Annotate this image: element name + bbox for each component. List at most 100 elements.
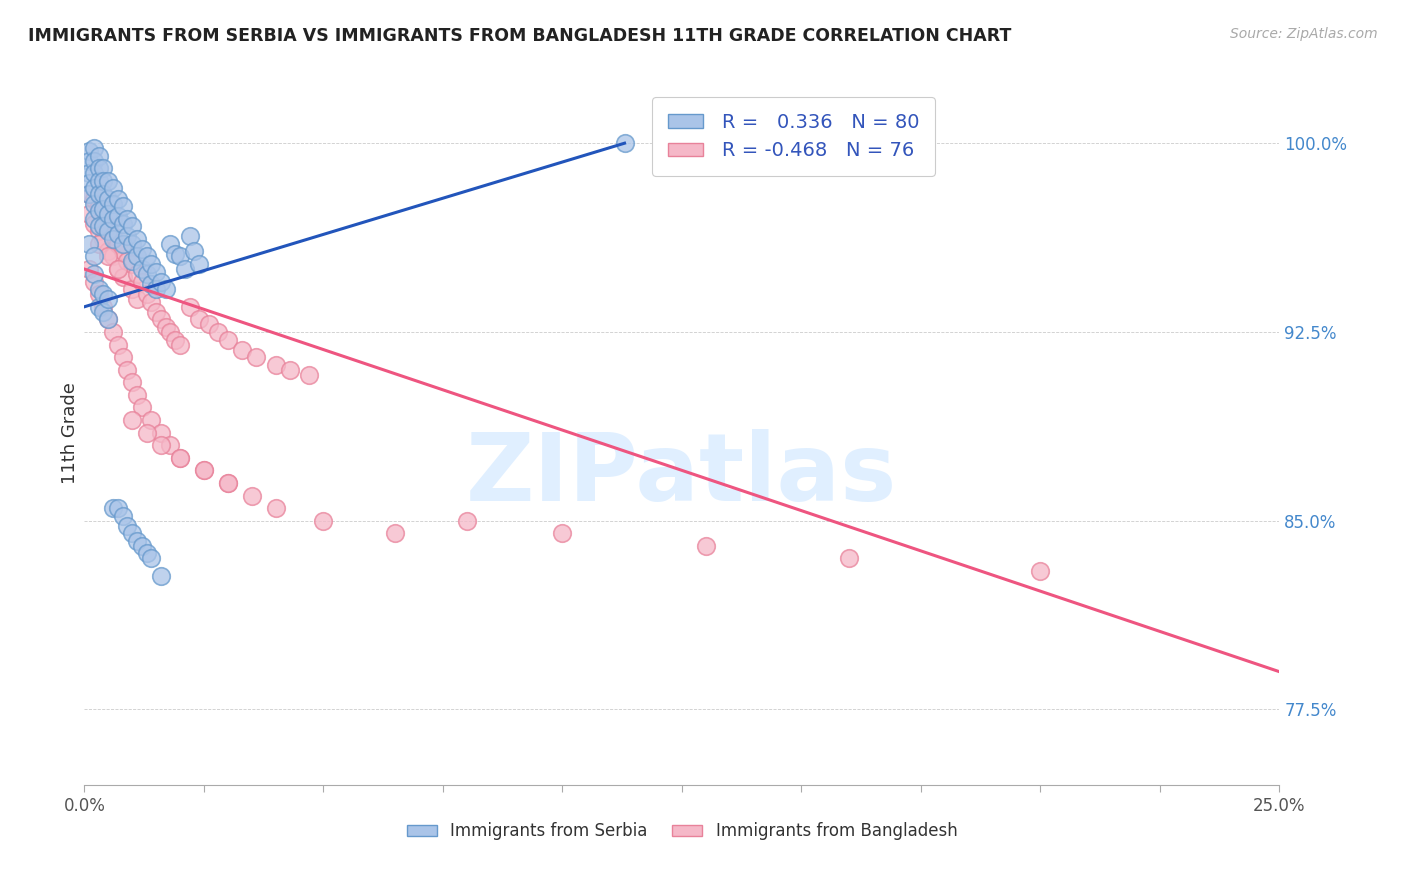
- Point: [107, 501, 129, 516]
- Point: [87, 204, 110, 219]
- Point: [135, 546, 157, 560]
- Point: [83, 153, 105, 168]
- Point: [135, 425, 157, 440]
- Point: [695, 539, 717, 553]
- Point: [141, 294, 163, 309]
- Point: [87, 236, 110, 251]
- Point: [165, 333, 187, 347]
- Point: [240, 489, 263, 503]
- Point: [145, 282, 167, 296]
- Text: IMMIGRANTS FROM SERBIA VS IMMIGRANTS FROM BANGLADESH 11TH GRADE CORRELATION CHAR: IMMIGRANTS FROM SERBIA VS IMMIGRANTS FRO…: [28, 27, 1011, 45]
- Point: [101, 211, 124, 226]
- Point: [217, 475, 239, 490]
- Point: [117, 229, 139, 244]
- Point: [141, 277, 163, 292]
- Point: [111, 199, 134, 213]
- Point: [101, 501, 124, 516]
- Point: [93, 211, 115, 226]
- Point: [197, 318, 219, 332]
- Point: [298, 368, 321, 382]
- Point: [111, 269, 134, 284]
- Point: [155, 319, 177, 334]
- Point: [97, 219, 120, 234]
- Point: [145, 264, 167, 278]
- Point: [93, 186, 115, 201]
- Point: [111, 217, 134, 231]
- Point: [83, 192, 105, 206]
- Point: [193, 463, 215, 477]
- Point: [77, 166, 100, 180]
- Point: [141, 257, 163, 271]
- Point: [278, 362, 301, 376]
- Point: [155, 282, 177, 296]
- Point: [193, 463, 215, 477]
- Point: [117, 254, 139, 268]
- Point: [1029, 564, 1052, 578]
- Point: [107, 209, 129, 223]
- Point: [97, 192, 120, 206]
- Point: [121, 257, 143, 271]
- Point: [83, 196, 105, 211]
- Point: [551, 526, 574, 541]
- Point: [107, 262, 129, 277]
- Point: [97, 312, 120, 326]
- Point: [93, 305, 115, 319]
- Point: [838, 551, 860, 566]
- Point: [613, 136, 636, 151]
- Point: [87, 224, 110, 238]
- Point: [121, 254, 143, 268]
- Point: [149, 438, 172, 452]
- Point: [93, 219, 115, 234]
- Point: [87, 300, 110, 314]
- Point: [107, 192, 129, 206]
- Point: [159, 438, 181, 452]
- Point: [145, 305, 167, 319]
- Point: [183, 244, 205, 259]
- Point: [101, 232, 124, 246]
- Point: [149, 312, 172, 326]
- Point: [97, 207, 120, 221]
- Point: [77, 236, 100, 251]
- Point: [107, 236, 129, 251]
- Point: [121, 282, 143, 296]
- Point: [131, 275, 153, 289]
- Point: [245, 350, 267, 364]
- Point: [231, 343, 253, 357]
- Point: [312, 514, 335, 528]
- Point: [131, 242, 153, 256]
- Point: [135, 267, 157, 281]
- Point: [169, 337, 191, 351]
- Point: [179, 300, 201, 314]
- Point: [107, 337, 129, 351]
- Point: [93, 161, 115, 176]
- Point: [83, 166, 105, 180]
- Point: [141, 413, 163, 427]
- Point: [93, 232, 115, 246]
- Point: [159, 236, 181, 251]
- Point: [77, 186, 100, 201]
- Point: [131, 539, 153, 553]
- Point: [149, 275, 172, 289]
- Point: [173, 262, 195, 277]
- Point: [101, 325, 124, 339]
- Point: [456, 514, 478, 528]
- Point: [111, 508, 134, 523]
- Point: [117, 518, 139, 533]
- Point: [93, 202, 115, 216]
- Point: [179, 229, 201, 244]
- Point: [117, 211, 139, 226]
- Point: [207, 325, 229, 339]
- Text: ZIPatlas: ZIPatlas: [467, 429, 897, 521]
- Point: [77, 262, 100, 277]
- Point: [93, 174, 115, 188]
- Point: [111, 244, 134, 259]
- Point: [93, 300, 115, 314]
- Point: [83, 211, 105, 226]
- Point: [264, 501, 287, 516]
- Point: [87, 219, 110, 234]
- Point: [107, 262, 129, 277]
- Text: Source: ZipAtlas.com: Source: ZipAtlas.com: [1230, 27, 1378, 41]
- Point: [97, 244, 120, 259]
- Point: [131, 401, 153, 415]
- Point: [83, 217, 105, 231]
